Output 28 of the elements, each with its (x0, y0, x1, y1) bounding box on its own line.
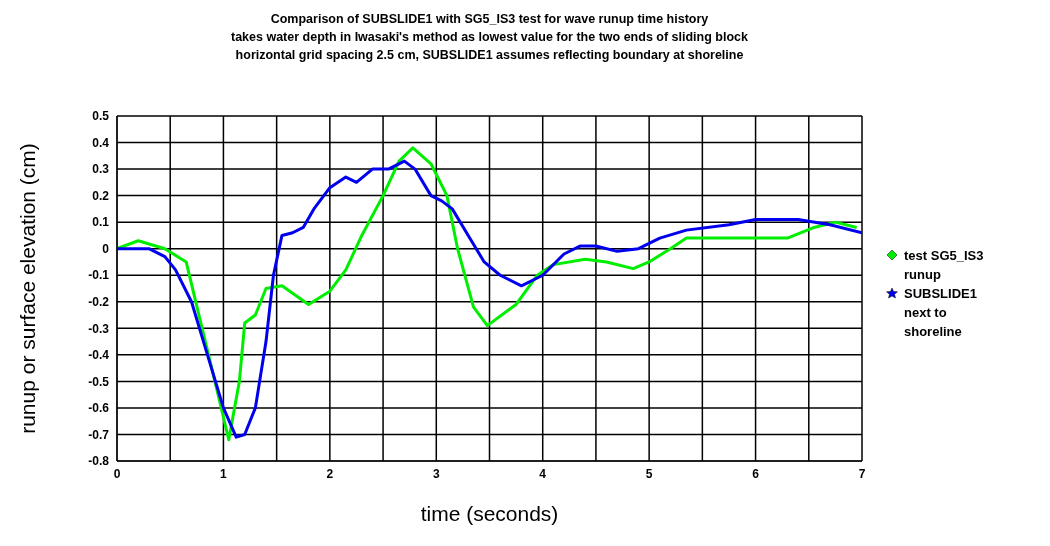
x-tick-label: 7 (858, 466, 866, 481)
y-tick-label: -0.5 (88, 374, 110, 389)
x-tick-label: 5 (645, 466, 653, 481)
chart-title: Comparison of SUBSLIDE1 with SG5_IS3 test for wave runup time history (269, 11, 710, 28)
y-tick-label: 0.3 (92, 162, 110, 177)
y-tick-label: -0.6 (88, 401, 110, 416)
y-tick-label: -0.3 (88, 321, 110, 336)
y-tick-label: 0.1 (92, 215, 110, 230)
y-tick-label: 0.2 (92, 188, 110, 203)
y-tick-label: 0 (102, 241, 110, 256)
x-tick-label: 6 (752, 466, 760, 481)
x-tick-label: 0 (113, 466, 121, 481)
legend-label: SUBSLIDE1 next to shoreline (904, 285, 978, 341)
y-tick-label: 0.4 (92, 135, 110, 150)
y-tick-label: -0.7 (88, 427, 110, 442)
chart-subtitle: takes water depth in Iwasaki's method as lowest value for the two ends of sliding block horizontal grid spacing 2.5 cm, SUBSLIDE1 assumes reflecting boundary at shoreline (230, 29, 749, 64)
y-tick-label: -0.4 (88, 348, 110, 363)
x-tick-label: 1 (220, 466, 228, 481)
y-tick-label: -0.2 (88, 295, 110, 310)
y-axis-title: runup or surface elevation (cm) (16, 143, 40, 434)
y-tick-label: -0.1 (88, 268, 110, 283)
x-tick-label: 3 (432, 466, 440, 481)
y-tick-label: -0.8 (88, 454, 110, 469)
x-tick-label: 2 (326, 466, 334, 481)
x-axis-title: time (seconds) (420, 502, 559, 525)
x-tick-label: 4 (539, 466, 547, 481)
y-tick-label: 0.5 (92, 109, 110, 124)
legend-label: test SG5_IS3 runup (904, 247, 985, 284)
